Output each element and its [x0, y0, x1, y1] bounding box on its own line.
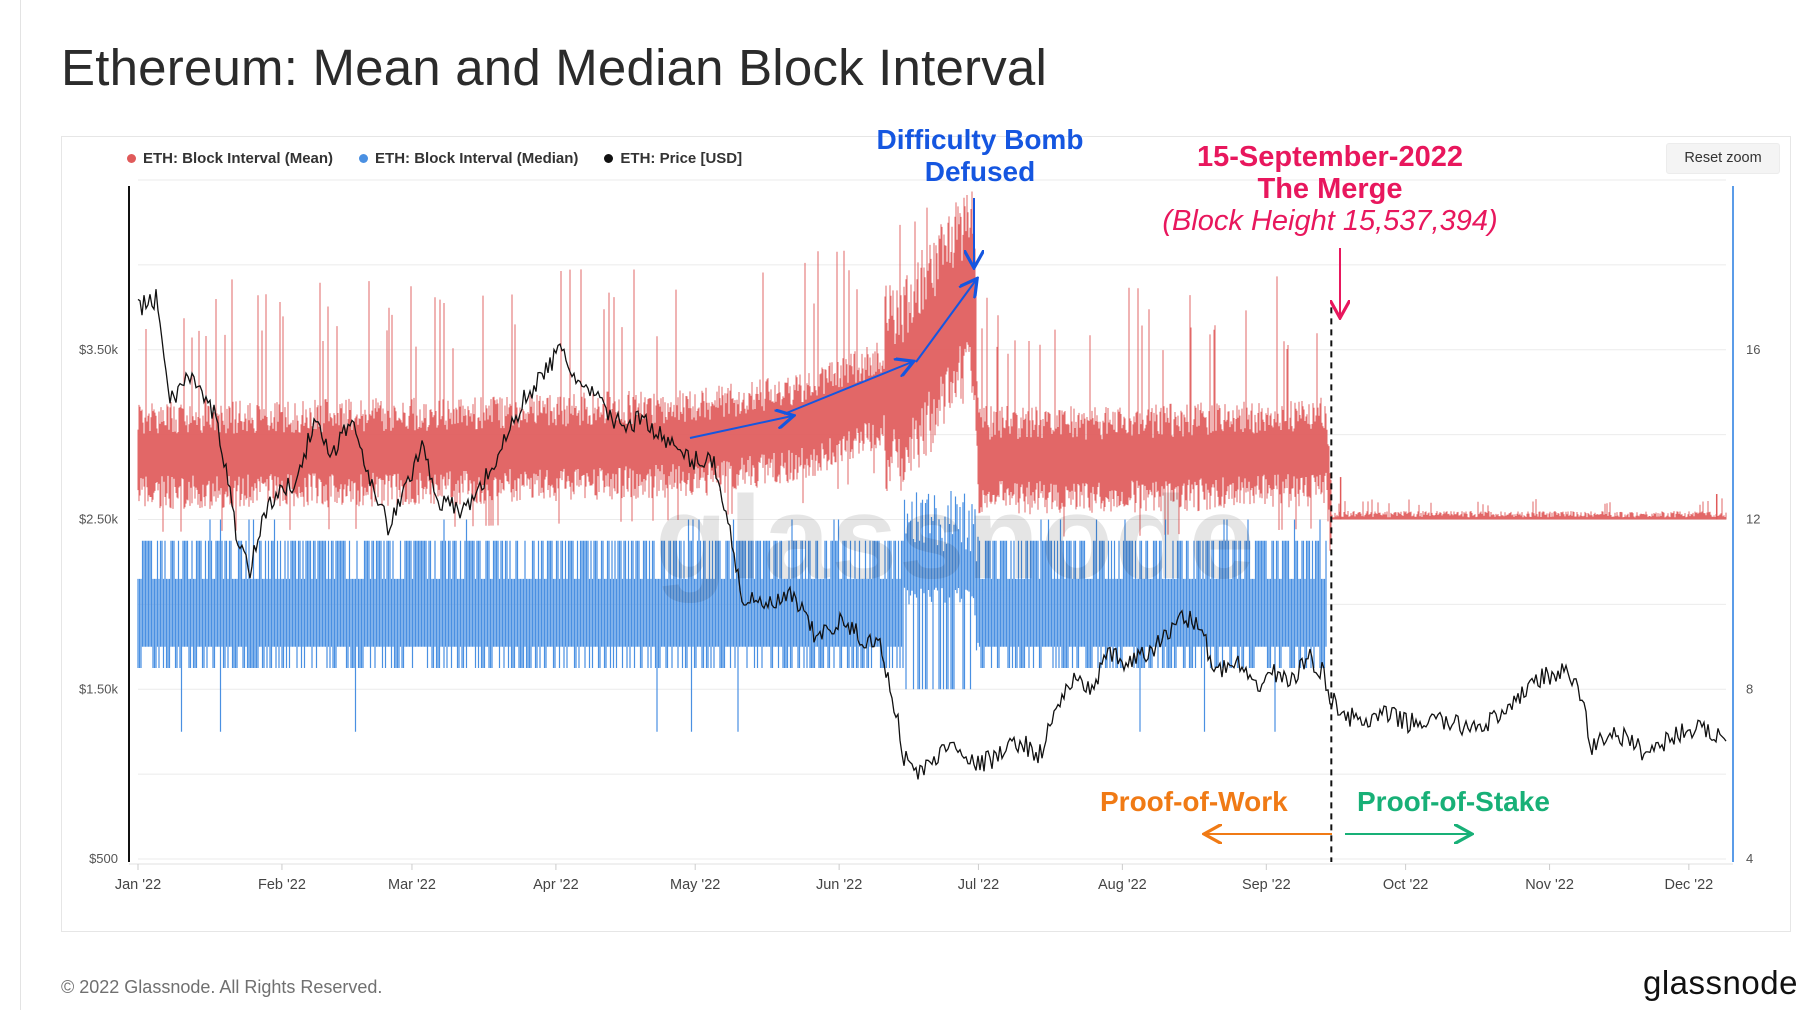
- label-proof-of-stake: Proof-of-Stake: [1357, 786, 1550, 817]
- trend-arrow: [783, 362, 912, 415]
- y-left-tick-label: $500: [89, 851, 118, 866]
- legend-dot-mean: [127, 154, 136, 163]
- legend-label-median: ETH: Block Interval (Median): [375, 150, 579, 167]
- x-tick-label: Feb '22: [258, 877, 306, 893]
- annotation-merge: 15-September-2022 The Merge (Block Heigh…: [1140, 141, 1520, 237]
- y-right-tick-label: 16: [1746, 342, 1760, 357]
- x-tick-label: Aug '22: [1098, 877, 1147, 893]
- axis-layer: $500 $1.50k $2.50k $3.50k 4 8 12 16 Jan '22 Feb '…: [79, 186, 1760, 893]
- page-left-rule: [20, 0, 21, 1010]
- x-tick-label: Mar '22: [388, 877, 436, 893]
- legend-item-price[interactable]: ETH: Price [USD]: [604, 150, 742, 167]
- median-series: [137, 491, 1327, 732]
- legend-item-median[interactable]: ETH: Block Interval (Median): [359, 150, 578, 167]
- legend-dot-median: [359, 154, 369, 163]
- x-tick-label: Jan '22: [115, 877, 161, 893]
- brand-logo: glassnode: [1643, 964, 1798, 1001]
- legend-label-mean: ETH: Block Interval (Mean): [143, 150, 334, 167]
- mean-series-path: [137, 191, 1727, 551]
- x-tick-label: Oct '22: [1383, 877, 1428, 893]
- trend-arrow: [915, 280, 976, 363]
- median-series-path: [137, 491, 1327, 732]
- y-right-tick-label: 4: [1746, 851, 1753, 866]
- x-tick-label: Jul '22: [958, 877, 999, 893]
- label-proof-of-work: Proof-of-Work: [1100, 786, 1288, 817]
- page-title: Ethereum: Mean and Median Block Interval: [61, 39, 1048, 96]
- annotation-arrows: [689, 198, 1470, 862]
- legend-label-price: ETH: Price [USD]: [620, 150, 743, 167]
- annotation-merge-line1: 15-September-2022: [1197, 141, 1463, 173]
- x-tick-label: Dec '22: [1664, 877, 1713, 893]
- x-tick-label: Sep '22: [1242, 877, 1291, 893]
- y-left-tick-label: $3.50k: [79, 342, 119, 357]
- annotation-bomb-line1: Difficulty Bomb: [876, 124, 1084, 155]
- legend: ETH: Block Interval (Mean) ETH: Block In…: [127, 150, 742, 167]
- annotation-merge-line3: (Block Height 15,537,394): [1162, 205, 1498, 237]
- mean-series: [137, 191, 1727, 551]
- y-left-tick-label: $2.50k: [79, 512, 119, 527]
- legend-item-mean[interactable]: ETH: Block Interval (Mean): [127, 150, 333, 167]
- price-series-path: [137, 289, 1727, 780]
- legend-dot-price: [604, 154, 614, 163]
- annotation-merge-line2: The Merge: [1257, 173, 1403, 205]
- trend-arrow: [689, 416, 792, 439]
- price-series: [137, 289, 1727, 780]
- x-tick-label: Nov '22: [1525, 877, 1574, 893]
- y-left-tick-label: $1.50k: [79, 681, 119, 696]
- y-right-tick-label: 12: [1746, 512, 1760, 527]
- copyright: © 2022 Glassnode. All Rights Reserved.: [61, 977, 383, 997]
- x-tick-label: May '22: [670, 877, 720, 893]
- x-tick-label: Jun '22: [816, 877, 862, 893]
- annotation-difficulty-bomb: Difficulty Bomb Defused: [840, 124, 1120, 188]
- reset-zoom-button[interactable]: Reset zoom: [1666, 143, 1780, 174]
- x-tick-label: Apr '22: [533, 877, 579, 893]
- annotation-bomb-line2: Defused: [924, 156, 1036, 187]
- y-right-tick-label: 8: [1746, 681, 1753, 696]
